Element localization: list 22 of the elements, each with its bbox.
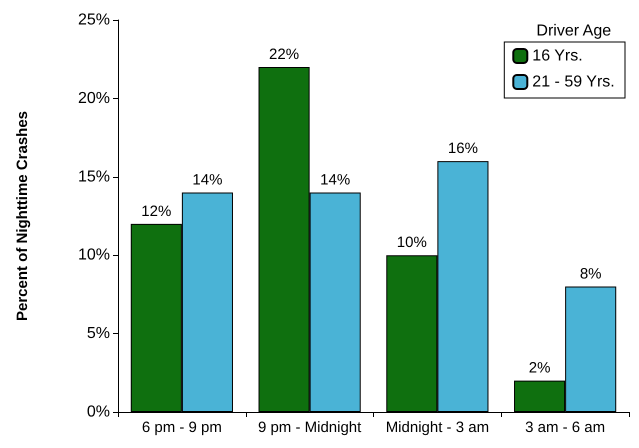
y-tick-label: 5% — [86, 325, 110, 342]
data-label: 16% — [448, 140, 478, 158]
data-label: 2% — [528, 360, 550, 377]
x-tick-label: 6 pm - 9 pm — [142, 419, 222, 436]
data-label: 8% — [580, 266, 602, 283]
data-label: 22% — [269, 46, 300, 64]
y-tick-label: 25% — [78, 12, 110, 28]
y-tick-label: 10% — [78, 246, 110, 264]
legend-title: Driver Age — [536, 22, 612, 40]
y-tick-label: 0% — [86, 404, 110, 420]
x-tick-label: Midnight - 3 am — [386, 419, 490, 436]
legend-label: 16 Yrs. — [532, 48, 583, 64]
data-label: 10% — [396, 234, 427, 252]
x-tick-label: 3 am - 6 am — [525, 419, 606, 436]
data-label: 14% — [192, 171, 222, 188]
legend-label: 21 - 59 Yrs. — [532, 74, 615, 90]
y-tick-label: 20% — [78, 90, 110, 107]
data-label: 12% — [141, 202, 172, 220]
y-axis-title: Percent of Nighttime Crashes — [14, 110, 31, 322]
data-label: 14% — [320, 171, 350, 188]
x-tick-label: 9 pm - Midnight — [258, 419, 362, 436]
y-tick-label: 15% — [78, 168, 110, 186]
